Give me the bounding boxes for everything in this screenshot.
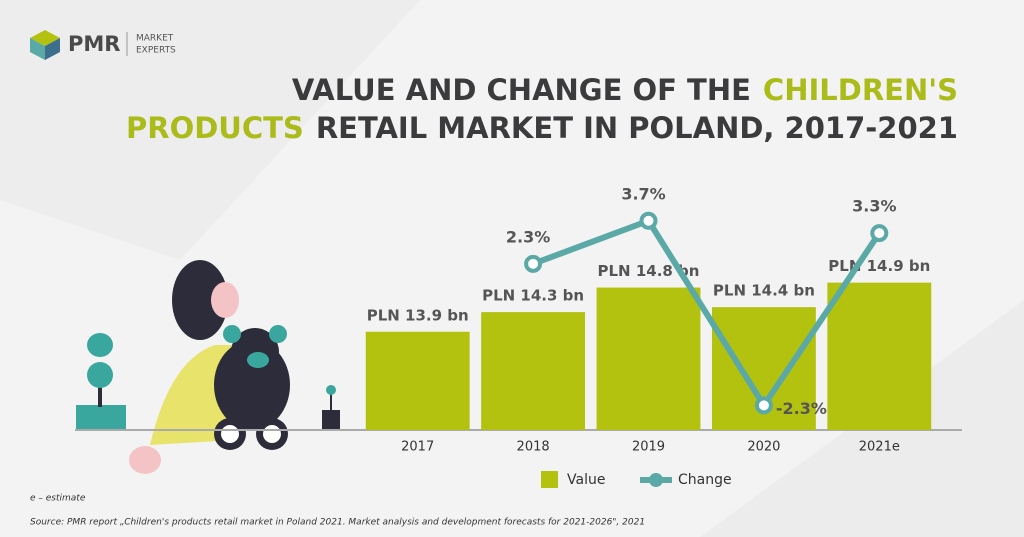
data-label: 2.3%: [506, 227, 550, 246]
logo-tagline: MARKET: [136, 34, 174, 44]
line-marker: [639, 211, 658, 230]
logo-tagline: EXPERTS: [136, 46, 176, 56]
line: [532, 217, 882, 409]
line-marker: [524, 254, 543, 273]
title-part: VALUE AND CHANGE OF THE: [292, 73, 751, 107]
title-part: RETAIL MARKET IN POLAND, 2017-2021: [316, 111, 958, 145]
bar: [481, 312, 586, 430]
legend-label: Value: [567, 472, 605, 488]
line-marker: [870, 224, 889, 243]
illustration: [76, 260, 340, 474]
bar: [827, 282, 932, 430]
chart-title: PRODUCTS RETAIL MARKET IN POLAND, 2017-20…: [126, 111, 958, 145]
chart-title: VALUE AND CHANGE OF THE CHILDREN'S: [292, 73, 958, 107]
legend-swatch: [649, 473, 663, 487]
data-label: PLN 13.9 bn: [367, 306, 469, 324]
source: Source: PMR report „Children's products …: [30, 518, 645, 528]
data-label: -2.3%: [776, 399, 827, 418]
note: e – estimate: [30, 494, 86, 504]
logo: PMR MARKET EXPERTS: [30, 30, 176, 60]
x-tick-label: 2019: [632, 440, 665, 455]
data-label: 3.3%: [852, 197, 896, 216]
data-label: PLN 14.3 bn: [482, 287, 584, 305]
line-marker: [754, 396, 773, 415]
x-tick-label: 2017: [401, 440, 434, 455]
legend-swatch: [541, 471, 558, 488]
legend-label: Change: [678, 472, 732, 488]
data-label: PLN 14.4 bn: [713, 282, 815, 300]
x-tick-label: 2018: [517, 440, 550, 455]
x-tick-label: 2020: [747, 440, 780, 455]
bg-shape: [0, 0, 420, 260]
bar: [596, 287, 701, 430]
bar: [365, 331, 470, 430]
title-part: CHILDREN'S: [763, 73, 958, 107]
data-label: PLN 14.9 bn: [828, 257, 930, 275]
data-label: 3.7%: [621, 184, 665, 203]
x-tick-label: 2021e: [859, 440, 900, 455]
title-part: PRODUCTS: [126, 111, 304, 145]
logo-name: PMR: [68, 32, 120, 56]
